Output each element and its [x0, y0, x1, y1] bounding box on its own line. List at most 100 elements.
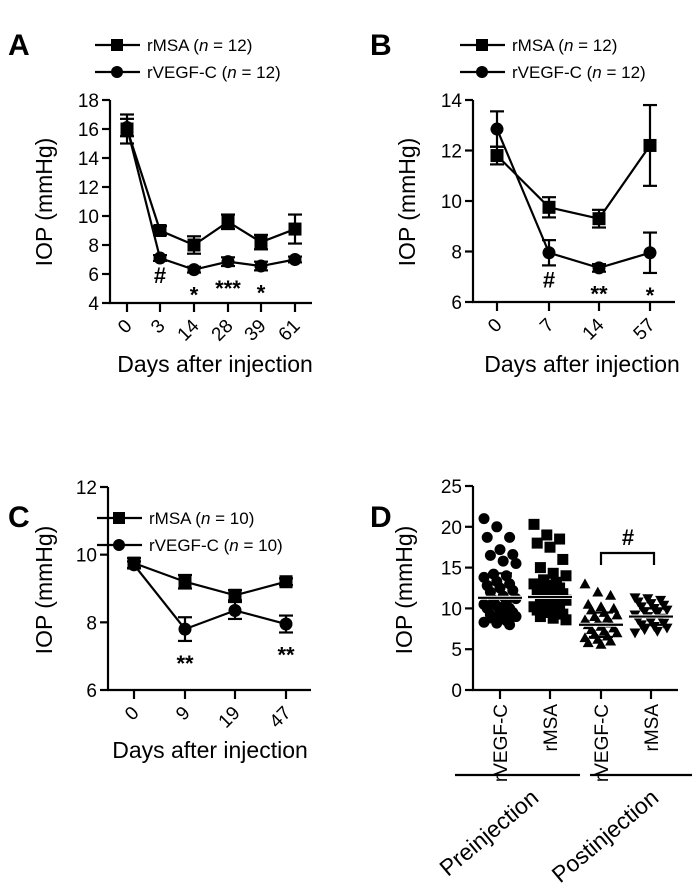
x-tick-label: 61 — [275, 316, 305, 346]
y-axis-label: IOP (mmHg) — [31, 526, 57, 655]
x-tick-label: 28 — [208, 316, 238, 346]
significance-bracket — [599, 551, 656, 565]
data-point — [611, 627, 623, 638]
y-tick-label: 10 — [78, 207, 99, 228]
data-point — [510, 611, 522, 623]
data-point-rMSA — [542, 200, 556, 214]
panel-letter: C — [8, 501, 30, 534]
y-tick-label: 6 — [88, 265, 99, 286]
y-tick-label: 14 — [441, 91, 463, 112]
series-line-rVEGF-C — [495, 128, 651, 270]
data-point — [538, 596, 550, 608]
y-tick-label: 14 — [78, 149, 100, 170]
data-point-rVEGF-C — [228, 603, 242, 617]
data-point — [605, 635, 617, 646]
data-point — [534, 562, 546, 574]
significance-label: * — [257, 280, 266, 305]
y-tick-label: 8 — [86, 613, 97, 634]
series-line-rMSA — [496, 144, 651, 220]
x-tick-label: 47 — [266, 703, 296, 733]
data-point — [504, 531, 516, 543]
y-axis-label: IOP (mmHg) — [394, 138, 420, 267]
significance-label: *** — [215, 276, 241, 301]
x-tick-label: 9 — [172, 703, 194, 725]
data-point — [557, 588, 569, 600]
group-label: Postinjection — [547, 784, 664, 888]
data-point-rVEGF-C — [178, 622, 192, 636]
group-label: Preinjection — [434, 784, 543, 881]
significance-label: * — [190, 283, 199, 308]
y-tick-label: 16 — [78, 120, 99, 141]
y-tick-label: 0 — [451, 681, 462, 702]
data-point — [579, 578, 591, 589]
y-tick-label: 8 — [451, 243, 462, 264]
y-tick-label: 5 — [451, 640, 462, 661]
legend-marker — [476, 66, 488, 78]
data-point — [557, 608, 569, 620]
y-tick-label: 18 — [78, 91, 99, 112]
significance-label: # — [543, 267, 555, 292]
data-point-rMSA — [288, 222, 302, 236]
data-point — [605, 589, 617, 600]
data-point-rVEGF-C — [288, 253, 302, 266]
x-tick-label: 57 — [630, 315, 660, 345]
data-point-rMSA — [187, 238, 201, 252]
y-tick-label: 6 — [451, 293, 462, 314]
y-tick-label: 12 — [78, 178, 99, 199]
data-point — [595, 638, 607, 649]
y-tick-label: 10 — [441, 192, 462, 213]
data-point — [510, 558, 522, 570]
data-point — [541, 580, 553, 592]
data-point — [661, 623, 673, 634]
data-point — [560, 614, 572, 626]
series-line-rMSA — [133, 562, 287, 597]
data-point-rVEGF-C — [592, 261, 606, 275]
data-point — [582, 637, 594, 648]
significance-label: # — [622, 525, 634, 550]
y-tick-label: 15 — [441, 559, 462, 580]
data-point-rMSA — [228, 588, 242, 602]
x-tick-label: rVEGF-C — [592, 704, 613, 782]
data-point — [494, 544, 506, 556]
panel-letter: D — [370, 501, 392, 534]
data-point — [491, 521, 503, 533]
data-point-rMSA — [254, 235, 268, 249]
data-point — [534, 611, 546, 623]
data-point — [554, 582, 566, 594]
significance-label: ** — [590, 282, 608, 307]
data-point-rMSA — [490, 149, 504, 163]
legend-label: rMSA (n = 12) — [512, 36, 617, 55]
data-point — [478, 616, 490, 628]
x-tick-label: 0 — [114, 316, 136, 338]
x-tick-label: 0 — [484, 315, 506, 337]
data-point — [560, 570, 572, 582]
data-point — [651, 626, 663, 637]
data-point — [550, 576, 562, 588]
data-point-rVEGF-C — [254, 259, 268, 273]
data-point-rVEGF-C — [127, 558, 141, 572]
x-tick-label: 0 — [121, 703, 143, 725]
y-axis-label: IOP (mmHg) — [31, 138, 57, 267]
legend-marker — [113, 539, 125, 551]
x-tick-label: rMSA — [642, 704, 663, 752]
legend-label: rVEGF-C (n = 12) — [147, 63, 281, 82]
x-tick-label: 14 — [579, 314, 609, 344]
legend-marker — [476, 39, 488, 51]
data-point — [484, 549, 496, 561]
x-tick-label: rMSA — [541, 704, 562, 752]
data-point-rVEGF-C — [221, 255, 235, 269]
significance-label: * — [646, 283, 655, 308]
data-point-rMSA — [221, 215, 235, 229]
legend-label: rVEGF-C (n = 12) — [512, 63, 646, 82]
x-tick-label: 7 — [536, 315, 558, 337]
significance-label: # — [154, 263, 166, 288]
x-axis-label: Days after injection — [484, 351, 680, 377]
panel-letter: B — [370, 29, 392, 62]
y-tick-label: 12 — [76, 478, 97, 499]
legend-marker — [113, 512, 125, 524]
significance-label: ** — [277, 642, 295, 667]
series-line-rVEGF-C — [125, 127, 296, 271]
data-point-rVEGF-C — [490, 122, 504, 136]
legend-marker — [111, 66, 123, 78]
